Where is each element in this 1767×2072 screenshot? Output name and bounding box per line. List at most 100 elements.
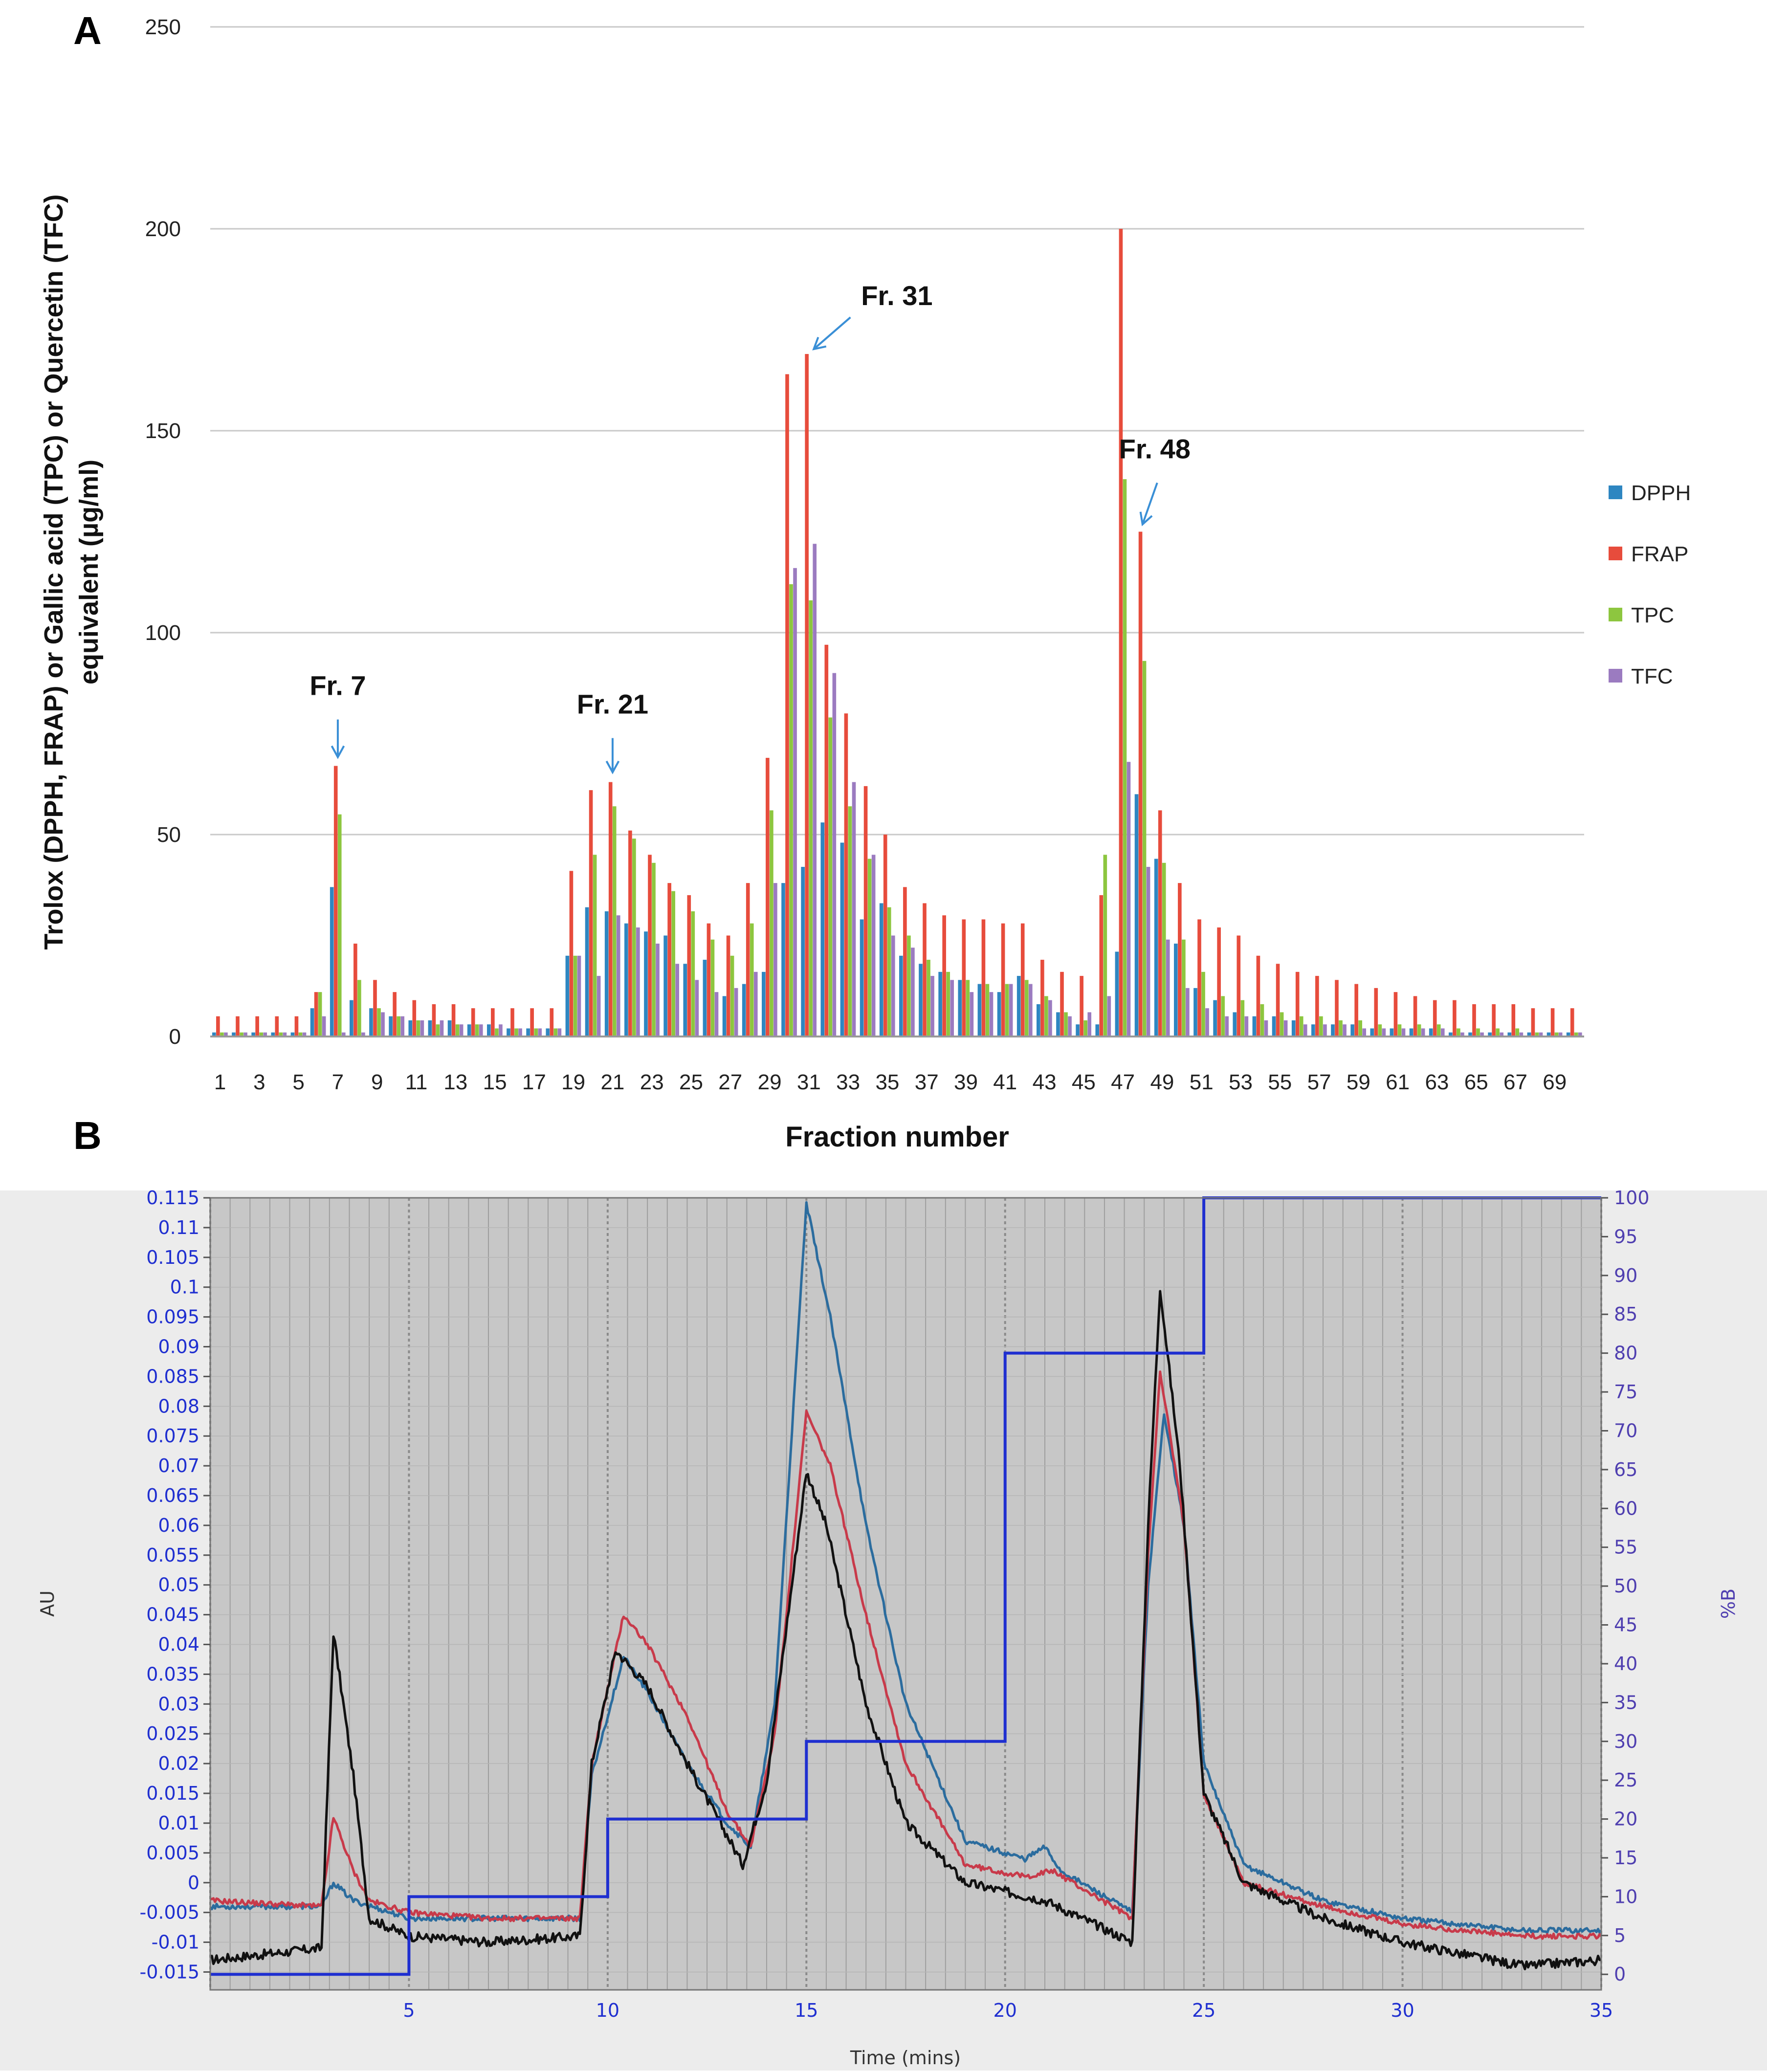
bar-tfc-24 [675,964,680,1036]
bar-tpc-16 [514,1028,518,1036]
bar-dpph-15 [487,1024,491,1036]
annotation-arrowhead [605,760,620,774]
bar-tfc-2 [243,1032,247,1036]
bar-tfc-7 [341,1032,346,1036]
bar-frap-48 [1138,531,1143,1036]
bar-tpc-12 [436,1024,440,1036]
bar-tfc-32 [832,673,837,1036]
bar-tfc-43 [1048,1000,1052,1036]
bar-frap-53 [1237,935,1241,1036]
bar-frap-68 [1531,1008,1535,1036]
x-tick-label: 11 [405,1070,428,1094]
bar-tpc-58 [1339,1020,1343,1036]
bar-dpph-2 [232,1032,236,1036]
bar-tfc-57 [1323,1024,1327,1036]
bar-tpc-42 [1024,980,1029,1036]
trace-red [210,1370,1602,1940]
bar-tfc-29 [773,883,777,1036]
bar-tfc-38 [950,980,954,1036]
bar-tfc-54 [1264,1020,1268,1036]
bar-frap-19 [569,871,574,1036]
bar-tfc-13 [459,1024,464,1036]
annotation-label: Fr. 7 [309,670,366,701]
x-tick-label: 37 [915,1070,939,1094]
bar-tpc-27 [730,955,734,1036]
left-tick-label: 0.01 [158,1812,199,1834]
bar-dpph-22 [624,923,628,1036]
bar-frap-31 [805,354,809,1036]
bar-dpph-54 [1252,1016,1257,1036]
bar-dpph-9 [369,1008,373,1036]
x-tick-label: 49 [1150,1070,1174,1094]
bar-tpc-33 [848,806,852,1036]
b-x-tick-label: 30 [1391,2000,1414,2021]
bar-dpph-59 [1350,1024,1354,1036]
x-tick-label: 19 [561,1070,585,1094]
bar-tpc-24 [671,891,675,1036]
bar-tfc-1 [224,1032,228,1036]
b-x-tick-label: 35 [1590,2000,1613,2021]
left-tick-label: 0.08 [158,1395,199,1417]
bar-tfc-20 [596,976,601,1036]
bar-dpph-32 [820,822,825,1036]
bar-frap-69 [1550,1008,1555,1036]
bar-tpc-3 [259,1032,263,1036]
bar-frap-26 [707,923,711,1036]
bar-tpc-28 [750,923,754,1036]
bar-dpph-21 [604,911,609,1036]
bar-dpph-10 [389,1016,393,1036]
bar-tpc-19 [573,955,577,1036]
bar-frap-34 [863,786,868,1036]
bar-dpph-11 [408,1020,413,1036]
x-tick-label: 21 [600,1070,624,1094]
bar-tpc-21 [612,806,617,1036]
bar-tfc-6 [322,1016,326,1036]
left-tick-label: 0.045 [146,1604,199,1626]
bar-tfc-21 [616,915,620,1036]
x-tick-label: 13 [443,1070,467,1094]
bar-tpc-45 [1083,1020,1087,1036]
bar-dpph-33 [840,842,844,1036]
bar-tfc-61 [1401,1028,1406,1036]
bar-tfc-46 [1107,996,1111,1036]
bar-tfc-23 [656,944,660,1036]
left-tick-label: 0.11 [158,1217,199,1238]
annotation-arrowhead [812,336,827,351]
right-tick-label: 75 [1614,1381,1637,1403]
x-tick-label: 35 [875,1070,899,1094]
bar-frap-62 [1413,996,1417,1036]
bar-tfc-14 [479,1024,483,1036]
panel-a-label: A [73,9,102,52]
bar-dpph-44 [1056,1012,1060,1036]
bar-tfc-16 [518,1028,522,1036]
bar-tpc-68 [1535,1032,1539,1036]
bar-tpc-14 [475,1024,479,1036]
bar-dpph-23 [644,931,648,1036]
bar-tpc-35 [887,907,891,1036]
y-tick-label: 150 [145,419,181,443]
bar-dpph-37 [919,964,923,1036]
x-tick-label: 39 [954,1070,978,1094]
right-tick-label: 35 [1614,1692,1637,1713]
right-tick-label: 60 [1614,1498,1637,1519]
bar-frap-4 [275,1016,279,1036]
bar-dpph-64 [1449,1032,1453,1036]
y-title-line-2: equivalent (µg/ml) [74,460,104,684]
bar-dpph-6 [310,1008,314,1036]
bar-frap-61 [1393,992,1398,1036]
bar-tfc-36 [911,948,915,1036]
bar-tfc-70 [1578,1032,1582,1036]
bar-tfc-37 [930,976,934,1036]
right-tick-label: 95 [1614,1226,1637,1247]
y-tick-label: 200 [145,217,181,241]
x-tick-label: 63 [1425,1070,1449,1094]
bar-tpc-6 [318,992,322,1036]
bar-dpph-26 [703,960,707,1036]
bar-tfc-63 [1440,1028,1445,1036]
bar-dpph-41 [997,992,1001,1036]
bar-tpc-37 [927,960,930,1036]
bar-tpc-66 [1496,1028,1500,1036]
panel-a-y-ticks: 0 50 100 150 200 250 [145,15,181,1049]
bar-tpc-54 [1260,1004,1264,1036]
trace-black [210,1290,1602,1970]
